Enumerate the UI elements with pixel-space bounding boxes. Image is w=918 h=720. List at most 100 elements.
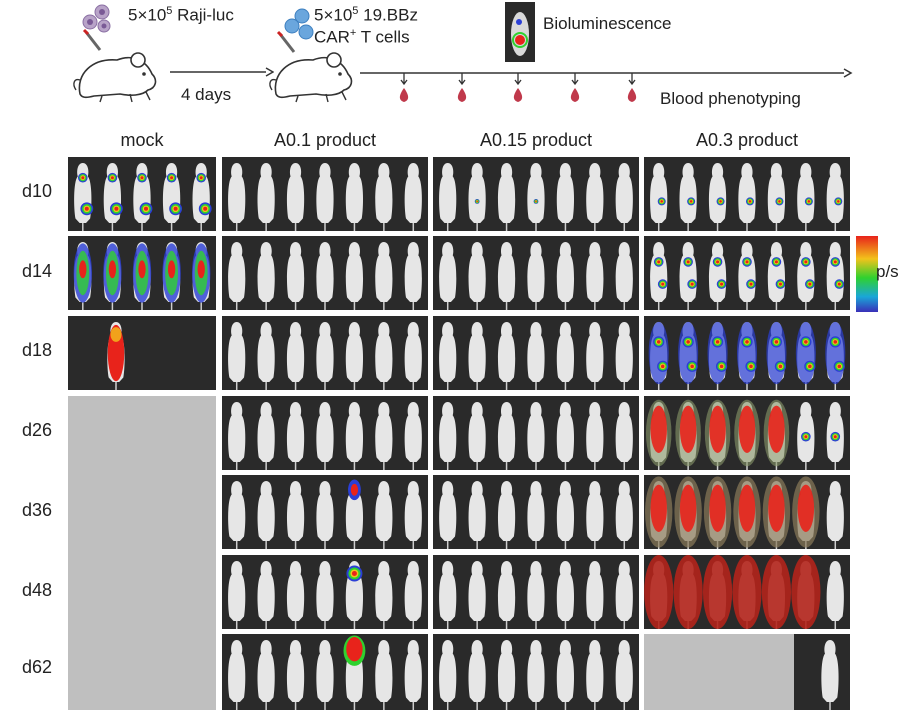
mouse-image <box>468 561 486 621</box>
car-cells-label: CAR+ T cells <box>314 27 410 47</box>
mouse-image <box>468 163 486 223</box>
signal-spot <box>690 364 694 369</box>
interval-arrow <box>170 67 274 77</box>
mouse-image <box>257 640 275 702</box>
signal-spot <box>774 260 778 264</box>
signal-region <box>79 260 87 279</box>
mouse-image <box>556 402 575 462</box>
signal-spot <box>833 340 838 344</box>
raji-dose-label: 5×105 Raji-luc <box>128 5 234 25</box>
mouse-image <box>708 242 727 302</box>
mouse-image <box>257 242 275 302</box>
mouse-image <box>404 322 422 382</box>
mouse-image <box>527 322 545 382</box>
panel-a0-15-product-d36 <box>433 475 639 549</box>
panel-mock-d10 <box>68 157 216 231</box>
signal-spot <box>720 282 724 286</box>
signal-region <box>707 321 728 385</box>
car-t-cells-icon <box>276 8 314 53</box>
mouse-image <box>468 481 486 541</box>
panel-a0-1-product-d36 <box>222 475 428 549</box>
mouse-image <box>556 322 575 382</box>
bioluminescence-thumbnail <box>505 2 535 62</box>
mouse-image <box>316 242 334 302</box>
signal-spot <box>535 200 537 203</box>
bioluminescence-label: Bioluminescence <box>543 14 672 33</box>
signal-spot <box>657 260 661 264</box>
blood-drop-icon <box>399 88 409 102</box>
panel-a0-3-product-d10 <box>644 157 850 231</box>
blood-label: Blood phenotyping <box>660 89 801 108</box>
row-label-d26: d26 <box>22 420 53 440</box>
signal-region <box>797 484 815 532</box>
signal-spot <box>715 340 720 344</box>
mouse-image <box>468 402 486 462</box>
blood-drop-icon <box>513 88 523 102</box>
signal-region <box>673 555 703 629</box>
mouse-image <box>527 402 545 462</box>
mouse-image <box>439 402 457 462</box>
colorbar-label: p/s <box>876 262 899 281</box>
mouse-image <box>257 163 275 223</box>
signal-region <box>795 321 816 385</box>
column-header-mock: mock <box>120 130 164 150</box>
mouse-image <box>738 242 756 302</box>
panel-a0-3-product-d48 <box>644 555 850 629</box>
signal-region <box>766 321 787 385</box>
mouse-image <box>586 402 604 462</box>
mouse-image <box>316 481 334 541</box>
mock-no-survivors-area <box>68 396 216 710</box>
signal-spot <box>203 206 208 211</box>
signal-spot <box>837 200 840 203</box>
mouse-image <box>497 322 516 382</box>
column-header-a03: A0.3 product <box>695 130 799 150</box>
mouse-image <box>404 242 422 302</box>
mouse-image <box>257 481 275 541</box>
column-header-a015: A0.15 product <box>479 130 593 150</box>
signal-spot <box>170 176 174 180</box>
panel-a0-3-product-d26 <box>644 396 850 470</box>
mouse-image <box>650 242 668 302</box>
signal-spot <box>774 340 779 344</box>
interval-label: 4 days <box>181 85 232 104</box>
timeline-arrow <box>360 68 853 102</box>
mouse-image <box>439 561 457 621</box>
mouse-image <box>404 640 422 702</box>
signal-spot <box>804 435 808 439</box>
mouse-image <box>527 640 545 702</box>
mouse-image <box>497 402 516 462</box>
panel-a0-1-product-d10 <box>222 157 428 231</box>
mouse-image <box>615 322 633 382</box>
signal-spot <box>719 364 724 369</box>
signal-region <box>350 483 359 496</box>
mouse-image <box>468 242 486 302</box>
signal-spot <box>110 176 114 180</box>
mouse-image <box>615 242 633 302</box>
signal-spot <box>661 282 665 286</box>
mouse-image <box>708 163 727 223</box>
mouse-image <box>228 481 246 541</box>
colorbar <box>856 236 878 312</box>
raji-cells-icon <box>82 4 111 51</box>
mouse-image <box>316 640 334 702</box>
signal-spot <box>686 340 690 344</box>
mouse-image <box>527 561 545 621</box>
signal-spot <box>808 364 812 369</box>
mouse-image <box>375 561 393 621</box>
mouse-image <box>586 561 604 621</box>
signal-region <box>738 484 756 532</box>
signal-spot <box>837 282 841 286</box>
mouse-image <box>826 163 844 223</box>
mouse-image <box>439 242 457 302</box>
blood-drop-icon <box>570 88 580 102</box>
mouse-image <box>228 242 246 302</box>
mouse-image <box>497 481 516 541</box>
mouse-image <box>345 402 364 462</box>
mouse-icon <box>73 52 157 103</box>
panel-a0-1-product-d18 <box>222 316 428 390</box>
mouse-image <box>375 640 393 702</box>
signal-region <box>679 484 697 532</box>
mouse-image <box>497 640 516 702</box>
mouse-image <box>679 163 697 223</box>
signal-region <box>678 321 699 385</box>
